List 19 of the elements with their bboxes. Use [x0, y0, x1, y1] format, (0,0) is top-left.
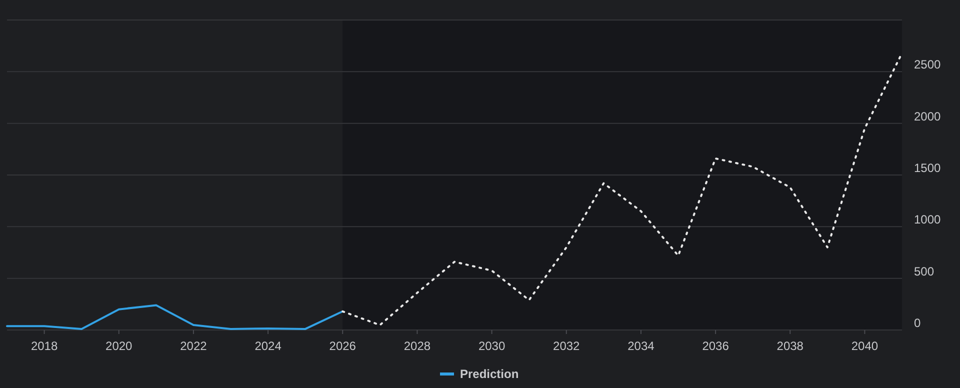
y-tick-label: 1500: [914, 161, 942, 175]
y-tick-label: 0: [914, 316, 921, 330]
x-tick-label: 2018: [30, 339, 58, 353]
y-tick-label: 2500: [914, 58, 942, 72]
x-tick-label: 2028: [404, 339, 431, 353]
x-tick-label: 2020: [106, 339, 133, 353]
x-tick-label: 2040: [851, 339, 878, 353]
x-tick-label: 2024: [254, 339, 282, 353]
x-tick-label: 2032: [553, 339, 580, 353]
x-tick-label: 2038: [776, 339, 804, 353]
legend-label: Prediction: [460, 367, 519, 381]
x-tick-label: 2026: [329, 339, 356, 353]
x-tick-label: 2036: [702, 339, 730, 353]
x-tick-label: 2034: [628, 339, 655, 353]
x-tick-label: 2022: [180, 339, 208, 353]
y-tick-label: 500: [914, 264, 934, 278]
y-tick-label: 2000: [914, 109, 942, 124]
y-tick-label: 1000: [914, 212, 942, 227]
x-tick-label: 2030: [478, 339, 506, 353]
